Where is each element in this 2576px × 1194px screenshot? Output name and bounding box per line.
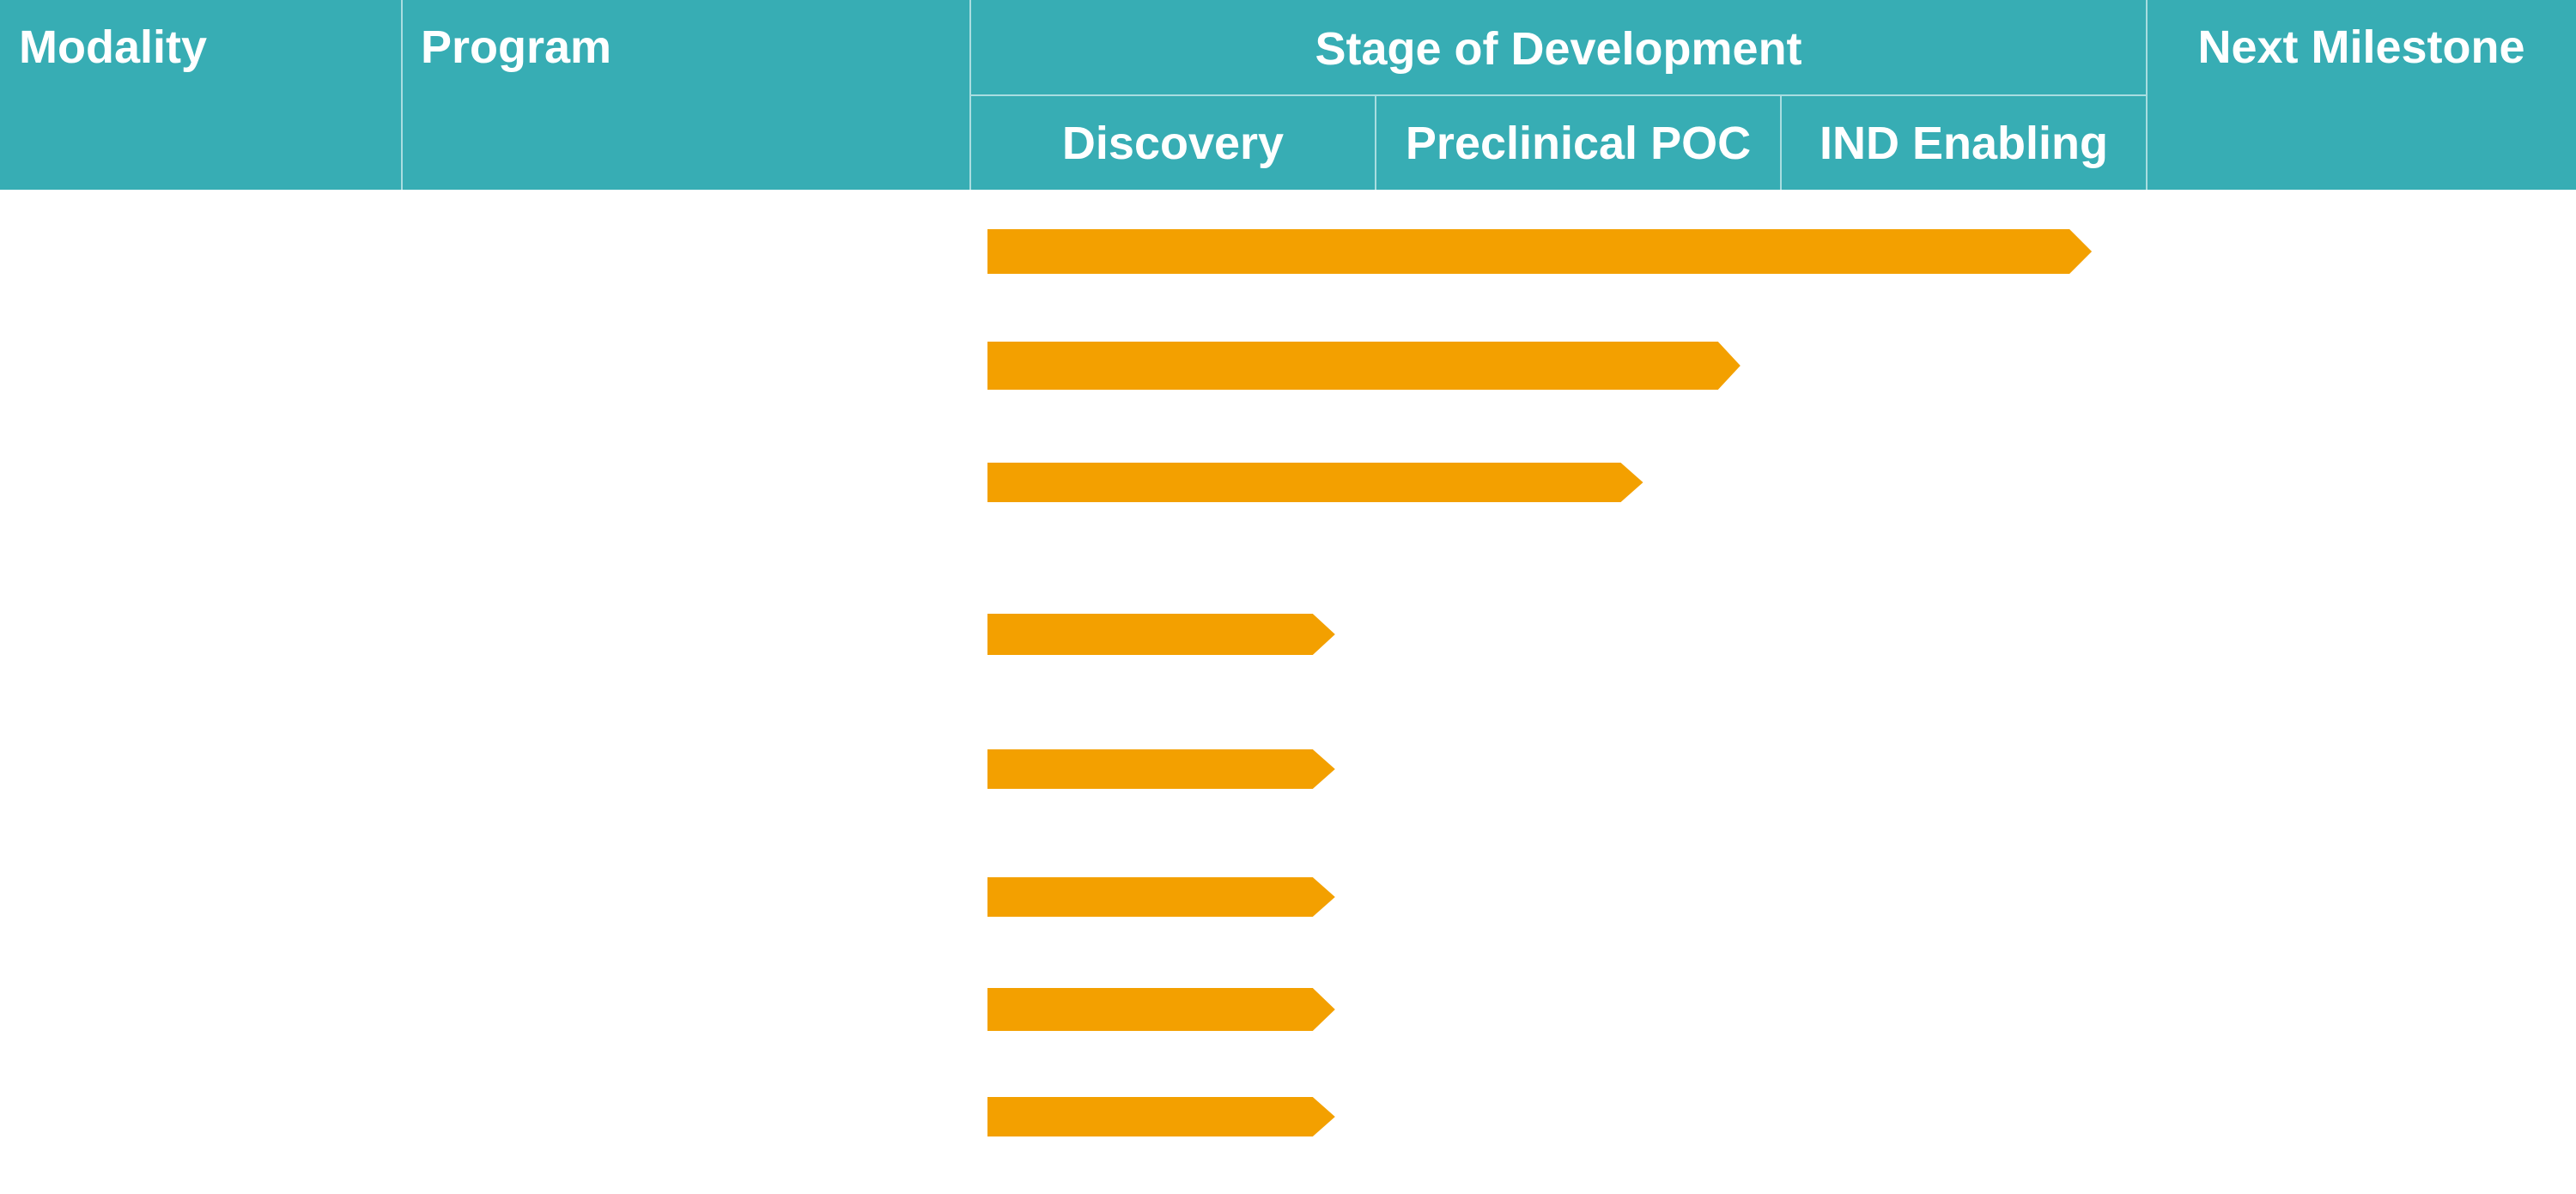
- header-modality: Modality: [19, 21, 208, 73]
- stage-progress-chart: [987, 229, 2093, 1136]
- divider-modality-program: [401, 0, 403, 190]
- header-stage-preclinical-poc: Preclinical POC: [1405, 118, 1752, 169]
- divider-preclinical-ind: [1780, 95, 1782, 190]
- header-program: Program: [421, 21, 612, 73]
- divider-discovery-preclinical: [1375, 95, 1376, 190]
- divider-stage-milestone: [2146, 0, 2148, 190]
- stage-progress-bar-6: [987, 877, 1335, 917]
- stage-progress-bar-4: [987, 614, 1335, 655]
- table-header: Modality Program Stage of Development Ne…: [0, 0, 2576, 190]
- header-stage-of-development: Stage of Development: [1315, 23, 1802, 75]
- stage-progress-bar-3: [987, 463, 1643, 502]
- stage-progress-bar-7: [987, 988, 1335, 1031]
- divider-stage-subheader: [970, 94, 2147, 96]
- stage-progress-bar-8: [987, 1097, 1335, 1136]
- stage-progress-bar-1: [987, 229, 2093, 274]
- header-stage-discovery: Discovery: [1061, 118, 1285, 169]
- stage-progress-bar-5: [987, 749, 1335, 789]
- header-next-milestone: Next Milestone: [2197, 21, 2525, 73]
- header-stage-ind-enabling: IND Enabling: [1820, 118, 2108, 169]
- stage-progress-bar-2: [987, 342, 1741, 390]
